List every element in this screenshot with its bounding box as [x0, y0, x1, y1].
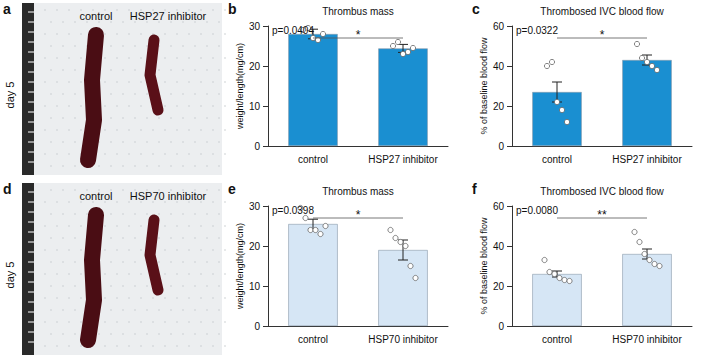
svg-text:Thrombus mass: Thrombus mass	[322, 186, 394, 197]
svg-text:p=0.0398: p=0.0398	[272, 205, 314, 216]
svg-text:day 5: day 5	[4, 262, 16, 289]
svg-text:control: control	[298, 154, 328, 165]
svg-text:60: 60	[493, 201, 505, 212]
svg-text:weight/length(mg/cm): weight/length(mg/cm)	[235, 223, 245, 310]
svg-text:HSP70 inhibitor: HSP70 inhibitor	[368, 334, 438, 345]
svg-text:40: 40	[493, 61, 505, 72]
svg-text:Thrombosed IVC blood flow: Thrombosed IVC blood flow	[540, 186, 664, 197]
svg-text:40: 40	[493, 241, 505, 252]
svg-text:20: 20	[249, 241, 261, 252]
svg-text:**: **	[597, 208, 607, 222]
svg-text:HSP70 inhibitor: HSP70 inhibitor	[130, 190, 207, 202]
svg-text:e: e	[228, 181, 236, 197]
svg-text:p=0.0080: p=0.0080	[516, 205, 558, 216]
svg-text:60: 60	[493, 21, 505, 32]
svg-text:% of baseline blood flow: % of baseline blood flow	[479, 37, 489, 135]
svg-text:20: 20	[493, 101, 505, 112]
svg-text:Thrombus mass: Thrombus mass	[322, 6, 394, 17]
svg-text:0: 0	[498, 141, 504, 152]
svg-text:20: 20	[493, 281, 505, 292]
svg-text:0: 0	[254, 321, 260, 332]
svg-text:HSP27 inhibitor: HSP27 inhibitor	[612, 154, 682, 165]
svg-text:20: 20	[249, 61, 261, 72]
svg-text:control: control	[542, 154, 572, 165]
svg-text:control: control	[542, 334, 572, 345]
svg-text:a: a	[3, 1, 11, 17]
svg-text:f: f	[472, 181, 477, 197]
svg-text:c: c	[472, 1, 480, 17]
svg-text:10: 10	[249, 281, 261, 292]
svg-text:control: control	[79, 190, 112, 202]
svg-text:HSP27 inhibitor: HSP27 inhibitor	[368, 154, 438, 165]
svg-text:control: control	[298, 334, 328, 345]
svg-text:Thrombosed IVC blood flow: Thrombosed IVC blood flow	[540, 6, 664, 17]
svg-text:30: 30	[249, 21, 261, 32]
svg-text:*: *	[600, 28, 605, 42]
svg-text:0: 0	[254, 141, 260, 152]
svg-text:30: 30	[249, 201, 261, 212]
svg-text:weight/length(mg/cm): weight/length(mg/cm)	[235, 43, 245, 130]
svg-text:*: *	[356, 208, 361, 222]
svg-text:HSP27 inhibitor: HSP27 inhibitor	[130, 10, 207, 22]
svg-text:HSP70 inhibitor: HSP70 inhibitor	[612, 334, 682, 345]
svg-text:control: control	[79, 10, 112, 22]
svg-text:p=0.0322: p=0.0322	[516, 25, 558, 36]
svg-text:b: b	[228, 1, 237, 17]
svg-text:0: 0	[498, 321, 504, 332]
svg-text:d: d	[3, 181, 12, 197]
svg-text:*: *	[356, 28, 361, 42]
svg-text:p=0.0404: p=0.0404	[272, 25, 314, 36]
svg-text:10: 10	[249, 101, 261, 112]
svg-text:% of baseline blood flow: % of baseline blood flow	[479, 217, 489, 315]
svg-text:day 5: day 5	[4, 82, 16, 109]
